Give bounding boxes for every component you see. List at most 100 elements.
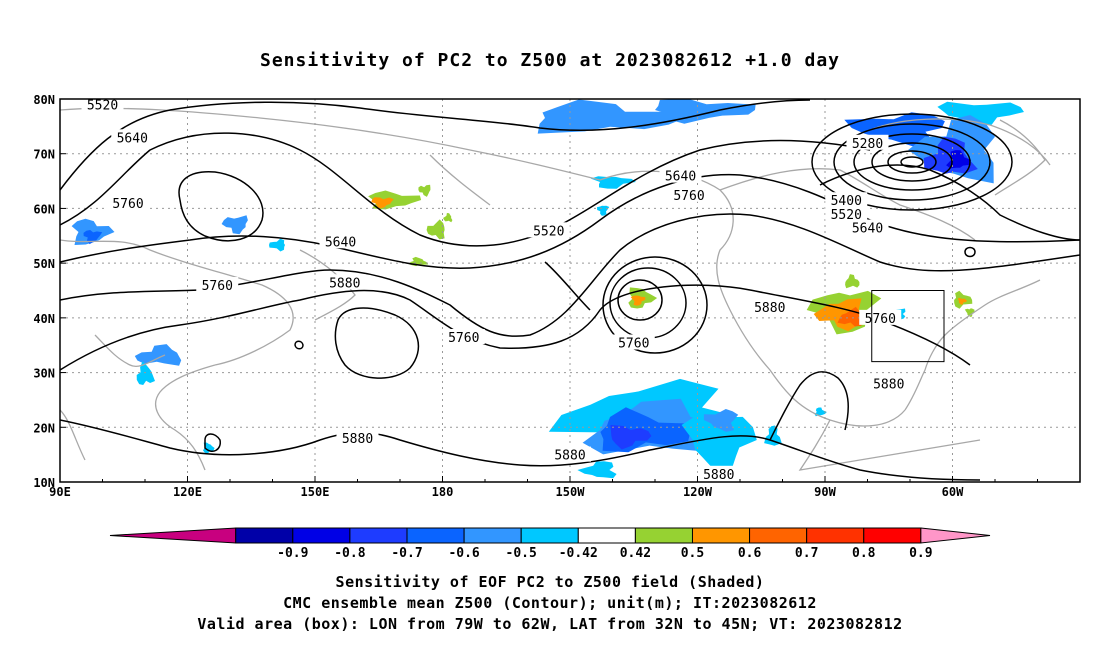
- colorbar-low-triangle: [109, 527, 237, 544]
- sensitivity-patch: [845, 274, 860, 289]
- contour-label-bg: [697, 465, 740, 481]
- colorbar-label: 0.42: [620, 546, 651, 561]
- colorbar-label: 0.6: [738, 546, 762, 561]
- contour-label: 5280: [852, 137, 883, 152]
- sensitivity-patch: [964, 308, 975, 318]
- contour-label: 5880: [703, 468, 734, 483]
- contour-label: 5640: [665, 170, 696, 185]
- contour-label: 5880: [873, 378, 904, 393]
- sensitivity-patch: [703, 409, 739, 432]
- contour-label-bg: [668, 186, 710, 202]
- sensitivity-patch: [577, 461, 617, 479]
- sensitivity-patch: [681, 415, 757, 475]
- sensitivity-patch: [610, 425, 652, 450]
- coastline-segment: [94, 334, 166, 367]
- colorbar-high-triangle: [920, 527, 991, 544]
- sensitivity-patch: [443, 213, 453, 223]
- coastline-segment: [429, 154, 491, 206]
- contour-low-ring: [833, 123, 991, 201]
- lat-tick-label: 20N: [33, 421, 55, 435]
- contour-label-bg: [846, 134, 889, 150]
- contour-label-bg: [81, 96, 124, 112]
- coastline-segment: [599, 170, 906, 427]
- coastline-segment: [60, 239, 294, 366]
- contour-label-bg: [323, 274, 366, 290]
- colorbar-label: 0.8: [852, 546, 876, 561]
- lat-tick-label: 30N: [33, 367, 55, 381]
- sensitivity-patch: [221, 215, 248, 235]
- contour-label: 5760: [673, 189, 704, 204]
- contour-line: [544, 261, 591, 311]
- colorbar-segment: [349, 527, 408, 544]
- contour-line: [334, 307, 420, 379]
- colorbar-segment: [634, 527, 693, 544]
- map-figure: 5520 5640 5760 5640 5760 5880 5760 5520 5640 5760…: [33, 93, 1081, 561]
- lon-tick-label: 150E: [301, 485, 330, 499]
- sensitivity-patch: [203, 442, 215, 454]
- colorbar: -0.9 -0.8 -0.7 -0.6 -0.5 -0.42 0.42 0.5 0.6 0.7 0.…: [109, 527, 991, 561]
- contour-label-bg: [319, 233, 362, 249]
- contour-label: 5520: [87, 98, 118, 113]
- contour-low-ring: [900, 156, 924, 168]
- map-title: Sensitivity of PC2 to Z500 at 2023082612…: [259, 50, 840, 71]
- sensitivity-patch: [418, 184, 431, 197]
- lon-tick-label: 120W: [683, 485, 713, 499]
- contour-cutoff-low-ring: [617, 279, 663, 321]
- caption-line-contour: CMC ensemble mean Z500 (Contour); unit(m…: [283, 594, 817, 612]
- lon-tick-label: 120E: [173, 485, 202, 499]
- coastline-segment: [904, 279, 1041, 411]
- contour-label: 5760: [448, 331, 479, 346]
- lat-tick-label: 70N: [33, 148, 55, 162]
- colorbar-segment: [691, 527, 751, 544]
- contour-line: [204, 433, 221, 452]
- coastline-segment: [994, 119, 1046, 196]
- coastline-segment: [299, 249, 356, 321]
- contour-label: 5760: [618, 336, 649, 351]
- contour-label-bg: [825, 192, 868, 208]
- valid-area-box: [871, 290, 945, 363]
- lon-tick-label: 90E: [49, 485, 71, 499]
- lon-tick-label: 180: [432, 485, 454, 499]
- contour-label: 5400: [831, 194, 862, 209]
- colorbar-segment: [520, 527, 579, 544]
- lat-tick-label: 10N: [33, 476, 55, 490]
- coastline-segment: [60, 409, 86, 461]
- contour-label-bg: [336, 430, 379, 446]
- colorbar-label: -0.8: [334, 546, 365, 561]
- figure-caption: Sensitivity of EOF PC2 to Z500 field (Sh…: [0, 572, 1100, 635]
- lon-tick-label: 90W: [814, 485, 836, 499]
- contour-label: 5760: [202, 279, 233, 294]
- sensitivity-patch: [371, 197, 394, 209]
- sensitivity-patch: [134, 344, 182, 366]
- lat-tick-label: 50N: [33, 257, 55, 271]
- contour-label-bg: [867, 375, 910, 391]
- contour-label: 5880: [342, 432, 373, 447]
- contour-cutoff-low-ring: [609, 267, 687, 339]
- contour-label-bg: [196, 277, 239, 293]
- contour-label: 5520: [831, 208, 862, 223]
- sensitivity-patch: [813, 298, 863, 332]
- colorbar-segment: [577, 527, 636, 544]
- colorbar-segment: [235, 527, 294, 544]
- colorbar-segment: [806, 527, 865, 544]
- colorbar-label: 0.7: [795, 546, 818, 561]
- contour-line: [769, 371, 849, 441]
- contour-line: [294, 340, 304, 350]
- contour-label-bg: [527, 222, 570, 238]
- contour-line: [60, 213, 1080, 337]
- colorbar-segment: [292, 527, 351, 544]
- contour-label: 5520: [533, 224, 564, 239]
- contour-label: 5640: [117, 131, 148, 146]
- sensitivity-patch: [937, 101, 1024, 125]
- lon-tick-label: 60W: [942, 485, 964, 499]
- contour-label: 5760: [112, 197, 143, 212]
- contour-low-ring: [871, 142, 953, 182]
- colorbar-segment: [749, 527, 808, 544]
- contour-label-bg: [825, 205, 868, 221]
- colorbar-segment: [406, 527, 465, 544]
- sensitivity-patch: [426, 219, 445, 240]
- sensitivity-patch: [958, 297, 968, 305]
- contour-label-bg: [659, 167, 702, 183]
- contour-label-bg: [549, 446, 591, 462]
